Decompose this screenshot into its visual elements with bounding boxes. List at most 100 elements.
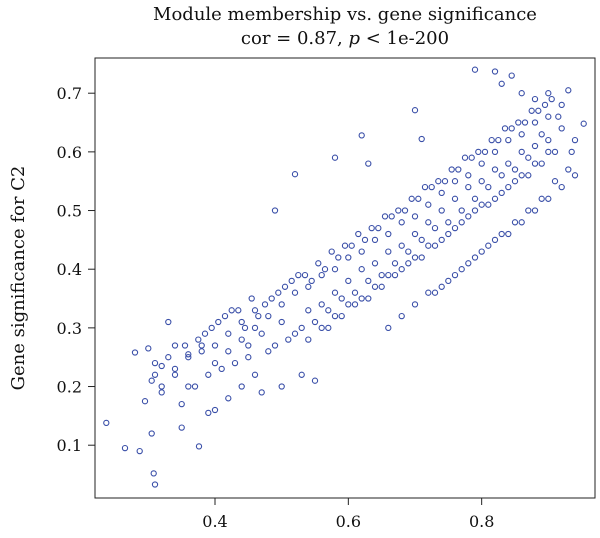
scatter-point — [415, 195, 422, 202]
scatter-point — [471, 195, 479, 202]
scatter-point — [265, 312, 272, 320]
scatter-point — [361, 236, 369, 244]
scatter-point — [205, 409, 212, 417]
scatter-point — [548, 95, 555, 103]
scatter-point — [465, 172, 472, 179]
scatter-point — [405, 260, 412, 267]
scatter-point — [258, 389, 265, 396]
x-tick-label: 0.6 — [336, 512, 361, 531]
scatter-point — [431, 289, 439, 296]
scatter-point — [288, 277, 295, 285]
scatter-point — [521, 119, 529, 126]
scatter-point — [311, 377, 319, 384]
scatter-point — [338, 312, 345, 320]
scatter-point — [511, 166, 519, 173]
chart-title: Module membership vs. gene significance — [153, 4, 537, 25]
scatter-point — [185, 351, 192, 358]
scatter-point — [431, 224, 439, 232]
scatter-point — [545, 90, 552, 97]
scatter-point — [458, 219, 465, 226]
scatter-point — [491, 148, 499, 156]
scatter-point — [215, 318, 222, 326]
scatter-point — [418, 135, 425, 143]
scatter-point — [268, 295, 275, 302]
scatter-point — [298, 324, 305, 332]
scatter-point — [271, 342, 279, 349]
scatter-point — [565, 87, 572, 94]
scatter-point — [435, 178, 442, 185]
scatter-point — [451, 271, 459, 279]
scatter-point — [151, 371, 159, 378]
scatter-point — [411, 301, 419, 308]
scatter-point — [291, 171, 299, 178]
scatter-point — [291, 330, 299, 337]
scatter-point — [218, 365, 225, 373]
scatter-point — [258, 330, 265, 337]
scatter-point — [541, 101, 549, 109]
scatter-point — [498, 80, 505, 87]
scatter-point — [318, 271, 325, 279]
scatter-point — [141, 398, 149, 405]
scatter-point — [265, 348, 272, 355]
scatter-point — [538, 195, 545, 202]
scatter-point — [148, 430, 155, 437]
scatter-point — [551, 178, 559, 185]
scatter-point — [241, 324, 249, 332]
scatter-point — [231, 359, 239, 367]
scatter-point — [395, 207, 402, 214]
subtitle-italic: p — [348, 28, 360, 49]
scatter-point — [318, 324, 325, 332]
scatter-point — [485, 183, 492, 191]
scatter-point — [511, 178, 519, 185]
scatter-point — [391, 271, 399, 279]
scatter-point — [181, 342, 189, 349]
scatter-point — [358, 295, 365, 302]
scatter-point — [278, 318, 285, 326]
scatter-point — [325, 307, 332, 314]
scatter-point — [518, 131, 525, 138]
scatter-point — [185, 354, 192, 361]
scatter-point — [371, 236, 379, 244]
scatter-point — [171, 365, 179, 373]
scatter-point — [465, 260, 472, 267]
scatter-point — [331, 312, 339, 320]
scatter-point — [418, 236, 425, 244]
scatter-point — [281, 283, 289, 290]
scatter-point — [385, 271, 392, 279]
scatter-point — [438, 236, 445, 244]
scatter-point — [308, 277, 315, 285]
scatter-point — [248, 295, 255, 302]
scatter-point — [365, 160, 372, 167]
scatter-point — [201, 330, 209, 337]
y-tick-label: 0.7 — [57, 84, 82, 103]
scatter-point — [178, 400, 185, 408]
scatter-point — [291, 289, 299, 296]
scatter-point — [385, 248, 392, 255]
scatter-point — [505, 183, 512, 191]
scatter-point — [225, 395, 232, 402]
scatter-point — [275, 289, 282, 296]
scatter-point — [245, 342, 252, 349]
scatter-point — [238, 318, 245, 326]
scatter-point — [491, 195, 499, 202]
scatter-point — [428, 183, 435, 191]
y-axis-label: Gene significance for C2 — [8, 166, 29, 391]
scatter-point — [221, 312, 229, 320]
scatter-point — [451, 178, 459, 185]
scatter-point — [451, 224, 459, 232]
scatter-point — [515, 119, 522, 126]
scatter-point — [518, 148, 525, 156]
scatter-point — [331, 289, 339, 296]
scatter-point — [498, 172, 505, 179]
scatter-point — [531, 119, 539, 126]
scatter-point — [491, 236, 499, 244]
scatter-point — [478, 178, 485, 185]
scatter-point — [255, 312, 262, 320]
scatter-point — [538, 160, 545, 167]
scatter-point — [358, 132, 365, 139]
scatter-point — [565, 166, 572, 173]
scatter-point — [458, 207, 465, 214]
scatter-point — [458, 266, 465, 273]
scatter-point — [558, 101, 565, 109]
scatter-point — [238, 336, 245, 343]
